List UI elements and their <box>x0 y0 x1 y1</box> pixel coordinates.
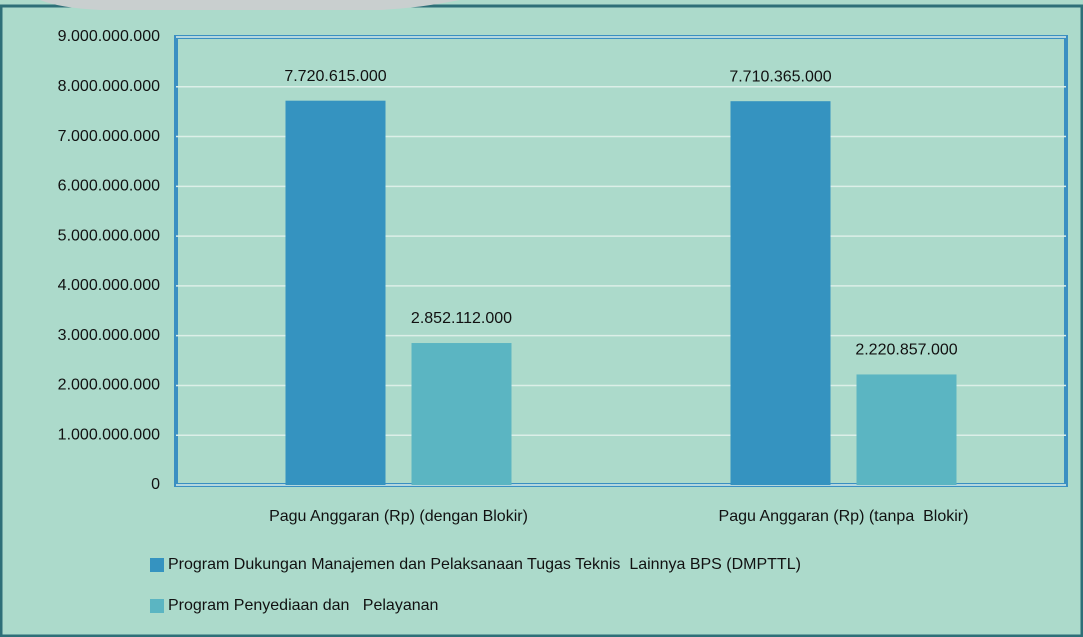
data-label: 7.720.615.000 <box>284 68 386 85</box>
data-label: 2.220.857.000 <box>855 342 957 359</box>
decoration <box>40 0 460 10</box>
bar <box>285 100 386 486</box>
data-label: 2.852.112.000 <box>411 310 512 327</box>
x-tick-label: Pagu Anggaran (Rp) (dengan Blokir) <box>269 508 528 525</box>
y-tick-label: 7.000.000.000 <box>58 128 160 145</box>
y-tick-label: 1.000.000.000 <box>58 426 160 443</box>
bar <box>730 101 831 486</box>
y-tick-label: 3.000.000.000 <box>58 327 160 344</box>
bar <box>411 343 512 485</box>
bar <box>856 374 957 485</box>
legend-swatch <box>150 599 164 613</box>
legend-label: Program Penyediaan dan Pelayanan <box>168 597 438 614</box>
data-label: 7.710.365.000 <box>729 68 831 85</box>
legend-swatch <box>150 558 164 572</box>
y-tick-label: 8.000.000.000 <box>58 78 160 95</box>
legend-label: Program Dukungan Manajemen dan Pelaksana… <box>168 556 801 573</box>
frame <box>0 4 1083 637</box>
x-tick-label: Pagu Anggaran (Rp) (tanpa Blokir) <box>719 508 969 525</box>
y-tick-label: 6.000.000.000 <box>58 178 160 195</box>
y-tick-label: 2.000.000.000 <box>58 377 160 394</box>
y-tick-label: 4.000.000.000 <box>58 277 160 294</box>
y-tick-label: 9.000.000.000 <box>58 28 160 45</box>
y-tick-label: 0 <box>151 476 160 493</box>
y-tick-label: 5.000.000.000 <box>58 227 160 244</box>
